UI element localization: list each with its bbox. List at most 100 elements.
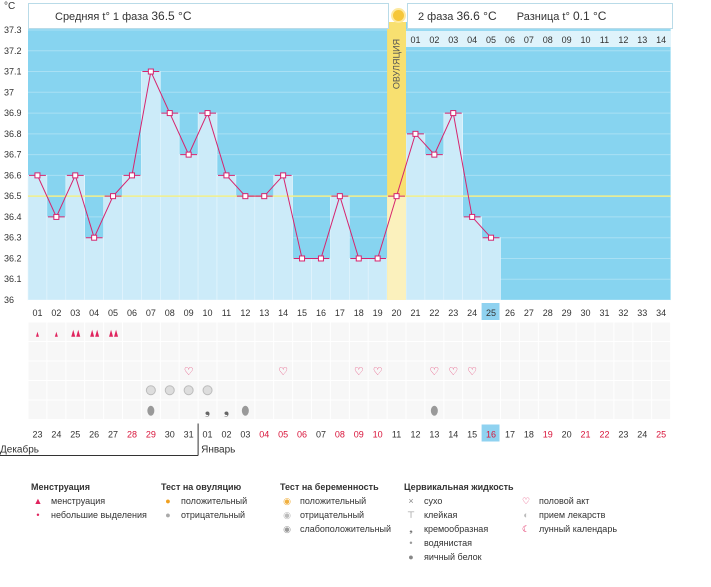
cycle-day-row [28,300,671,322]
temp-bar [348,258,369,301]
temp-point [317,255,324,262]
cycle-day-label: 28 [543,308,553,318]
cycle-day-label: 30 [581,308,591,318]
cycle-day-label: 18 [354,308,364,318]
eggwhite-icon: ● [408,552,414,562]
y-tick-label: 36.9 [4,108,22,118]
temp-point [34,172,41,179]
cycle-day-label: 10 [203,308,213,318]
temp-point [147,68,154,75]
temp-point [53,213,60,220]
heart-icon: ♡ [354,366,364,378]
cycle-day-label: 33 [637,308,647,318]
temp-bar [84,237,104,301]
legend-pregtest-negative: ◉ отрицательный [280,510,364,521]
ovtest-positive-icon: ● [165,496,171,506]
cycle-day-label: 21 [410,308,420,318]
y-tick-label: 36.3 [4,233,22,243]
temp-bar [443,112,463,301]
heart-icon: ♡ [467,366,477,378]
legend-cervical-watery: • водянистая [404,538,472,548]
calendar-date-label: 22 [599,430,609,440]
calendar-date-label: 04 [259,430,269,440]
calendar-date-label: 25 [70,430,80,440]
calendar-date-label: 07 [316,430,326,440]
y-tick-label: 37.2 [4,46,22,56]
temp-bar [160,112,180,301]
spotting-icon [35,331,39,337]
menstruation-icon [114,329,119,337]
legend-ovtest-positive-label: положительный [181,496,248,506]
temp-bar [178,154,199,301]
legend-ovtest-negative: ● отрицательный [161,510,245,520]
calendar-date-label: 09 [354,430,364,440]
cycle-day-label: 12 [240,308,250,318]
menstruation-icon [95,329,100,337]
legend-cervical-sticky-label: клейкая [424,510,458,520]
phase2-day-label: 05 [486,35,496,45]
phase2-day-label: 14 [656,35,666,45]
legend-menstruation-title: Менструация [31,482,90,492]
phase1-summary: Средняя t° 1 фаза 36.5 °C [28,3,389,29]
ovtest-negative-icon [183,385,194,396]
calendar-date-label: 15 [467,430,477,440]
cycle-day-label: 14 [278,308,288,318]
calendar-date-label: 20 [562,430,572,440]
legend-lunar-label: лунный календарь [539,524,618,534]
calendar-date-label: 19 [543,430,553,440]
calendar-date-label: 14 [448,430,458,440]
y-tick-label: 36.2 [4,253,22,263]
cycle-day-label: 09 [184,308,194,318]
y-tick-label: 36.1 [4,274,22,284]
phase2-day-label: 09 [562,35,572,45]
ovtest-negative-icon: ● [165,510,171,520]
temp-point [299,255,306,262]
temp-bar [235,195,256,301]
cycle-day-label: 11 [222,308,231,318]
cycle-day-label: 24 [467,308,477,318]
phase2-label: 2 фаза [418,11,454,23]
temp-point [412,130,419,137]
ovulation-bar [387,196,406,300]
temp-bar [367,258,388,301]
legend-menstruation: ▲ менструация [31,496,106,506]
phase2-summary: 2 фаза 36.6 °C Разница t° 0.1 °C [407,3,673,29]
cycle-day-label: 17 [335,308,345,318]
legend-pregtest-positive-label: положительный [300,496,367,506]
temp-point [242,193,249,200]
temp-point [280,172,287,179]
cycle-day-label: 29 [562,308,572,318]
legend-ovtest-positive: ● положительный [161,496,247,506]
legend-medication-label: прием лекарств [539,510,606,520]
temp-bar [65,175,86,301]
month-label: Декабрь [0,444,39,456]
temp-bar [330,195,350,301]
calendar-date-label: 05 [278,430,288,440]
phase2-day-label: 11 [600,35,609,45]
legend-intercourse-label: половой акт [539,496,590,506]
creamy-icon: ❟ [409,524,413,534]
cycle-day-label: 06 [127,308,137,318]
calendar-date-label: 23 [32,430,42,440]
heart-icon: ♡ [448,366,458,378]
temp-point [72,172,79,179]
calendar-date-label: 02 [221,430,231,440]
temp-bar [27,175,48,301]
temp-point [110,193,117,200]
legend-cervical-dry: × сухо [404,496,442,506]
legend-cervical-sticky: ⊤ клейкая [404,510,457,521]
spotting-icon [54,331,58,337]
spotting-icon: • [36,510,40,520]
temp-bar [122,175,142,301]
legend-pregtest-positive: ◉ положительный [280,496,366,507]
temp-bar [481,237,501,301]
pregtest-negative-icon: ◉ [283,510,291,520]
cycle-day-label: 22 [429,308,439,318]
phase2-day-label: 13 [637,35,647,45]
ovtest-negative-icon [164,385,175,396]
calendar-date-label: 01 [203,430,213,440]
calendar-date-label: 08 [335,430,345,440]
temp-point [450,110,457,117]
heart-icon: ♡ [184,366,194,378]
phase2-day-label: 12 [618,35,628,45]
